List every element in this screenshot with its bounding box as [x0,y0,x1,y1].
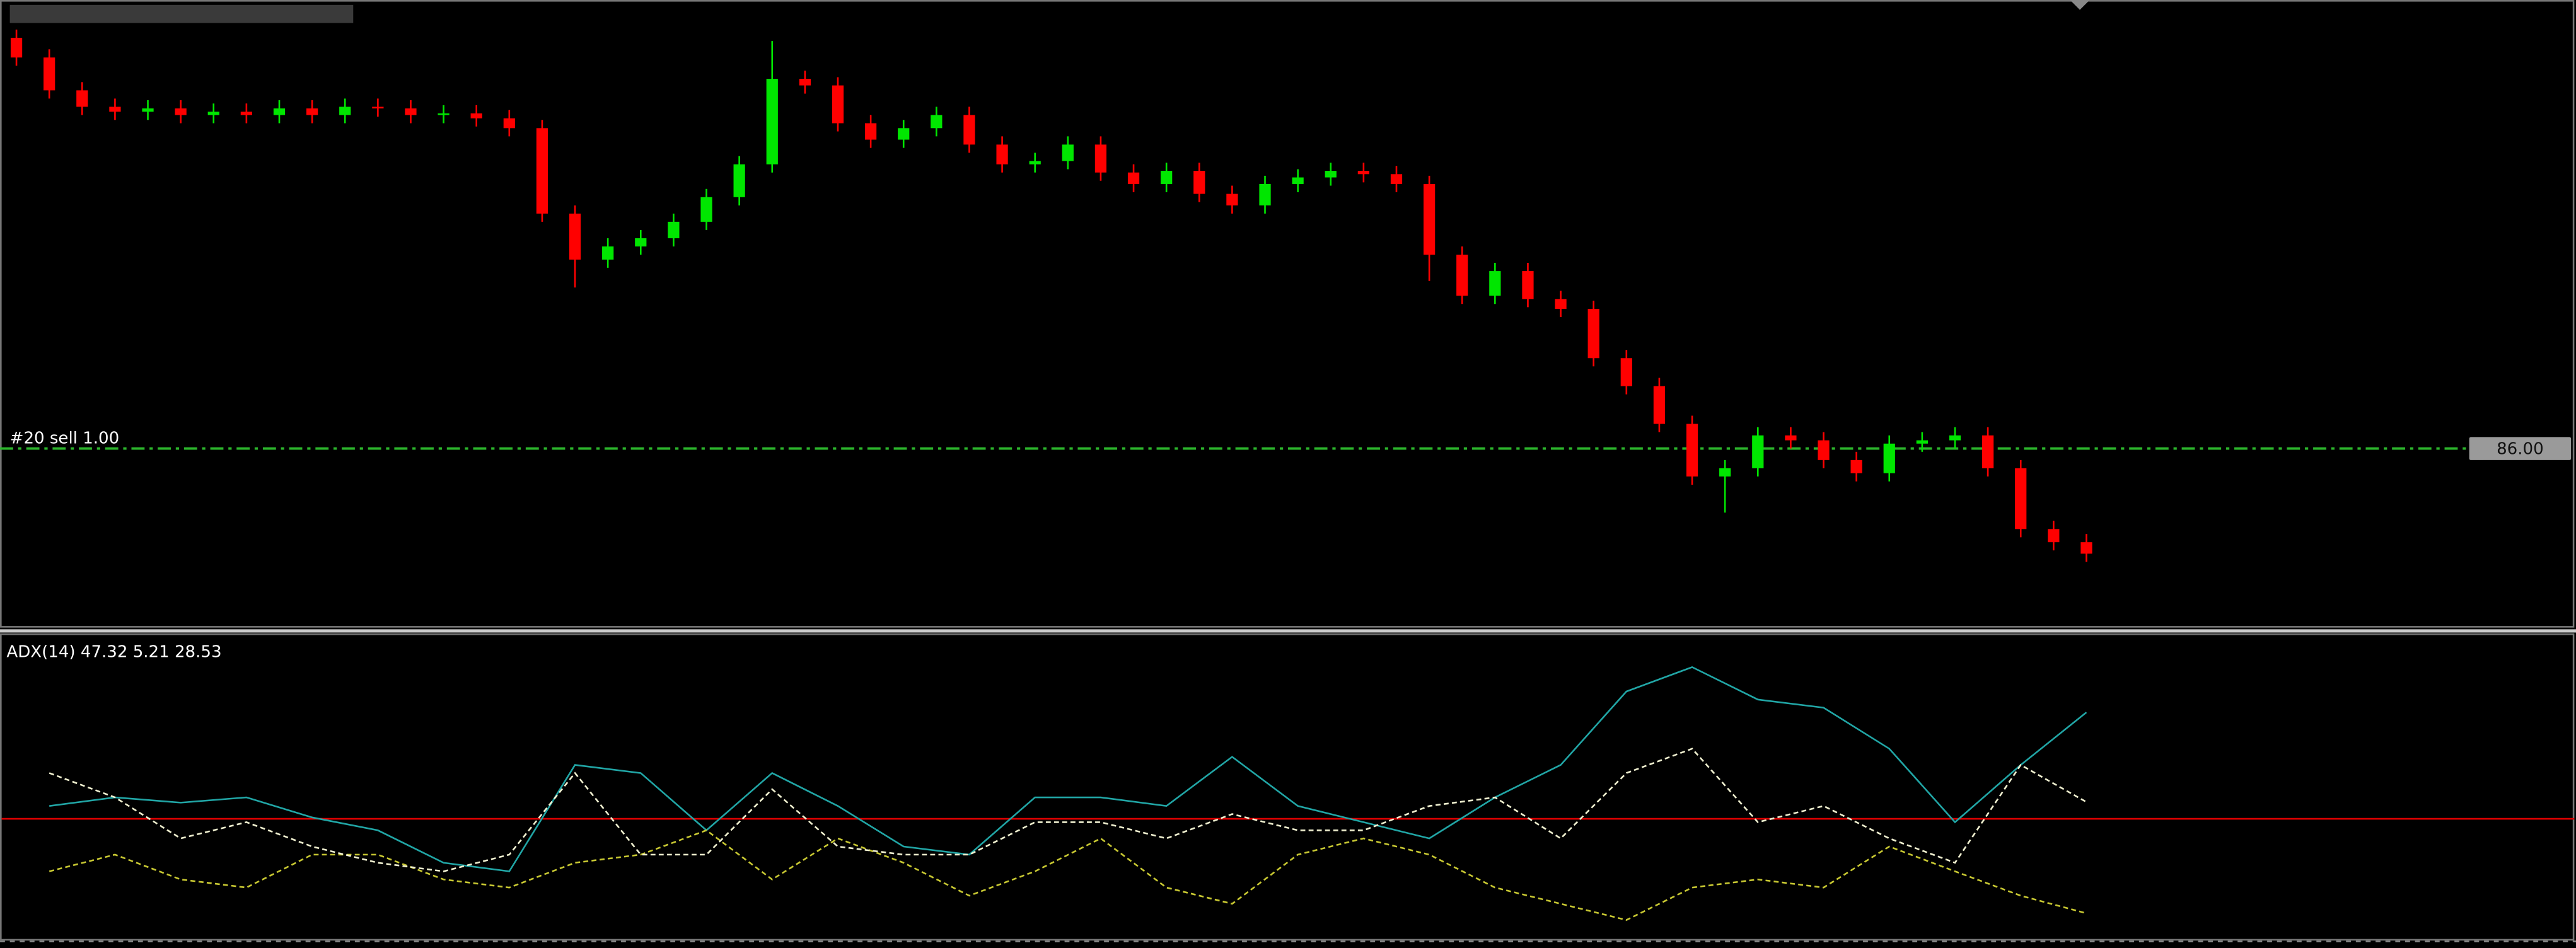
candle-body [700,197,712,222]
candle-body [339,107,351,115]
candle-body [569,213,581,260]
candle-body [470,113,482,118]
candle-body [1916,440,1928,444]
candle-body [668,221,680,238]
candle-body [898,128,910,140]
indicator-line [49,748,2087,872]
candle-body [438,113,450,115]
candle-body [1062,144,1074,161]
candle-body [766,79,778,165]
candle-body [1653,386,1666,424]
candle-body [1259,183,1271,205]
price-box [2469,437,2572,460]
candle-body [1357,171,1369,175]
candle-body [76,90,88,107]
candle-body [207,112,219,115]
candle-body [864,123,877,140]
candle-body [1850,460,1862,473]
candle-body [1226,194,1238,205]
candle-body [635,238,647,246]
candle-body [733,164,745,197]
candle-body [1686,424,1698,477]
candle-body [996,144,1008,165]
candle-body [1752,435,1764,468]
candle-body [1029,161,1041,165]
candle-body [44,57,55,91]
candle-body [273,108,286,115]
candle-body [405,108,417,115]
order-label: #20 sell 1.00 [10,429,120,448]
candle-body [1390,174,1403,184]
candle-body [1522,271,1534,299]
candle-body [10,37,23,58]
candle-body [602,246,614,260]
candle-body [931,115,943,129]
candle-body [142,108,154,112]
candle-body [1325,171,1337,178]
candle-body [109,107,121,112]
candle-body [503,118,515,129]
candle-body [1785,435,1797,441]
candle-body [306,108,318,115]
candle-body [536,128,548,214]
candle-body [1555,299,1567,309]
candle-body [1587,309,1599,359]
candle-body [2015,468,2027,529]
candle-body [2048,529,2060,543]
candle-body [175,108,187,115]
main-pane-border [0,0,2575,628]
candle-body [1127,172,1140,184]
candle-body [799,79,811,86]
candle-body [1489,271,1501,296]
candle-body [1949,435,1961,441]
candle-body [1094,144,1107,173]
candle-body [1620,358,1632,386]
candle-body [963,115,975,145]
candle-body [1292,177,1304,184]
price-label: 86.00 [2497,439,2544,458]
candle-body [1981,435,1994,468]
candle-body [1161,171,1173,184]
candle-body [2080,542,2092,554]
indicator-line [49,666,2087,872]
candle-body [1883,443,1895,473]
candle-body [1423,183,1436,255]
candle-body [240,112,253,115]
indicator-line [49,829,2087,921]
scroll-marker [2070,0,2090,10]
candle-body [832,85,844,124]
candle-body [1456,255,1468,296]
indicator-title: ADX(14) 47.32 5.21 28.53 [6,642,221,661]
indicator-pane-border [0,633,2575,941]
candle-body [1193,171,1205,194]
candle-body [1719,468,1731,477]
candle-body [372,107,384,109]
hidden-header [9,4,354,23]
candle-body [1818,440,1830,460]
